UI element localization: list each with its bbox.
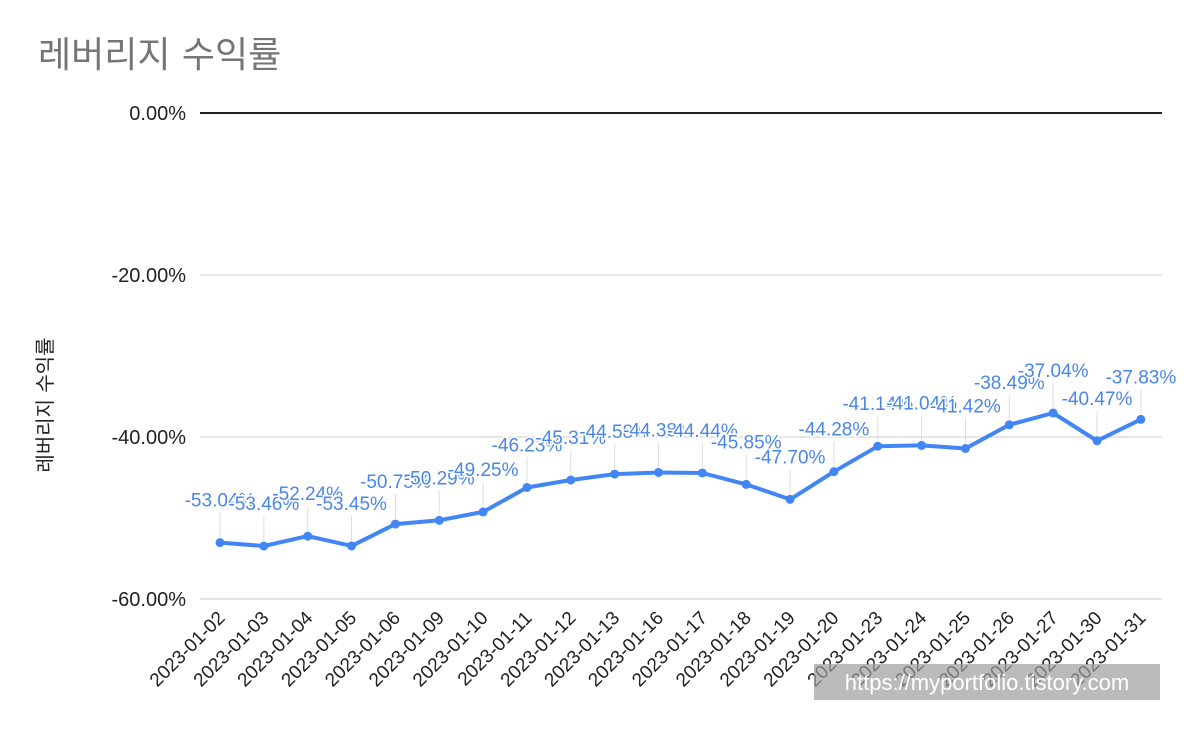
- data-label: -47.70%: [755, 447, 826, 468]
- data-point: [610, 469, 620, 479]
- data-label: -41.14%: [842, 394, 913, 415]
- data-label: -50.29%: [404, 468, 475, 489]
- data-point: [390, 519, 400, 529]
- data-point: [917, 440, 927, 450]
- data-point: [1092, 436, 1102, 446]
- data-point: [215, 538, 225, 548]
- data-point: [785, 494, 795, 504]
- data-label: -49.25%: [448, 460, 519, 481]
- data-points: [215, 408, 1146, 551]
- data-label: -46.23%: [492, 435, 563, 456]
- data-point: [1004, 420, 1014, 430]
- data-label: -53.46%: [228, 494, 299, 515]
- data-label: -44.38%: [623, 420, 694, 441]
- data-point: [522, 482, 532, 492]
- y-axis-ticks: 0.00% -20.00% -40.00% -60.00%: [112, 103, 187, 611]
- data-label: -45.85%: [711, 432, 782, 453]
- data-point: [960, 444, 970, 454]
- data-label: -45.31%: [535, 428, 606, 449]
- data-point: [654, 467, 663, 477]
- series-line: [218, 411, 1143, 548]
- data-label: -44.44%: [667, 421, 738, 442]
- data-label: -44.28%: [799, 420, 870, 441]
- data-label: -53.45%: [316, 494, 387, 515]
- watermark: https://myportfolio.tistory.com: [814, 664, 1160, 700]
- chart-title: 레버리지 수익률: [38, 35, 281, 76]
- data-label: -44.58%: [579, 422, 650, 443]
- data-labels: -53.04%-53.46%-52.24%-53.45%-50.75%-50.2…: [183, 360, 1178, 542]
- data-point: [741, 479, 751, 489]
- data-point: [303, 531, 313, 541]
- data-label: -38.49%: [974, 373, 1045, 394]
- gridlines: [200, 112, 1162, 600]
- data-label: -40.47%: [1062, 389, 1133, 410]
- data-point: [1048, 408, 1058, 418]
- data-point: [873, 441, 883, 451]
- y-axis-label: 레버리지 수익률: [33, 337, 57, 472]
- watermark-text: https://myportfolio.tistory.com: [845, 670, 1129, 695]
- data-label: -41.04%: [886, 393, 957, 414]
- data-label: -37.04%: [1018, 361, 1089, 382]
- series-line-layer: [218, 411, 1143, 548]
- y-tick-label: -60.00%: [112, 589, 187, 611]
- data-point: [829, 467, 839, 477]
- watermark-background: [814, 664, 1160, 700]
- data-point: [1136, 414, 1146, 424]
- y-tick-label: 0.00%: [129, 103, 186, 125]
- data-label: -50.75%: [360, 472, 431, 493]
- data-point: [697, 468, 707, 478]
- y-tick-label: -40.00%: [112, 427, 187, 449]
- data-label: -53.04%: [185, 491, 256, 512]
- y-tick-label: -20.00%: [112, 265, 187, 287]
- data-point: [478, 507, 488, 517]
- data-point: [566, 475, 576, 485]
- data-point: [347, 541, 357, 551]
- data-label: -52.24%: [272, 484, 343, 505]
- data-point: [259, 541, 269, 551]
- data-point: [434, 515, 444, 525]
- data-label: -41.42%: [930, 397, 1001, 418]
- data-label: -37.83%: [1105, 367, 1176, 388]
